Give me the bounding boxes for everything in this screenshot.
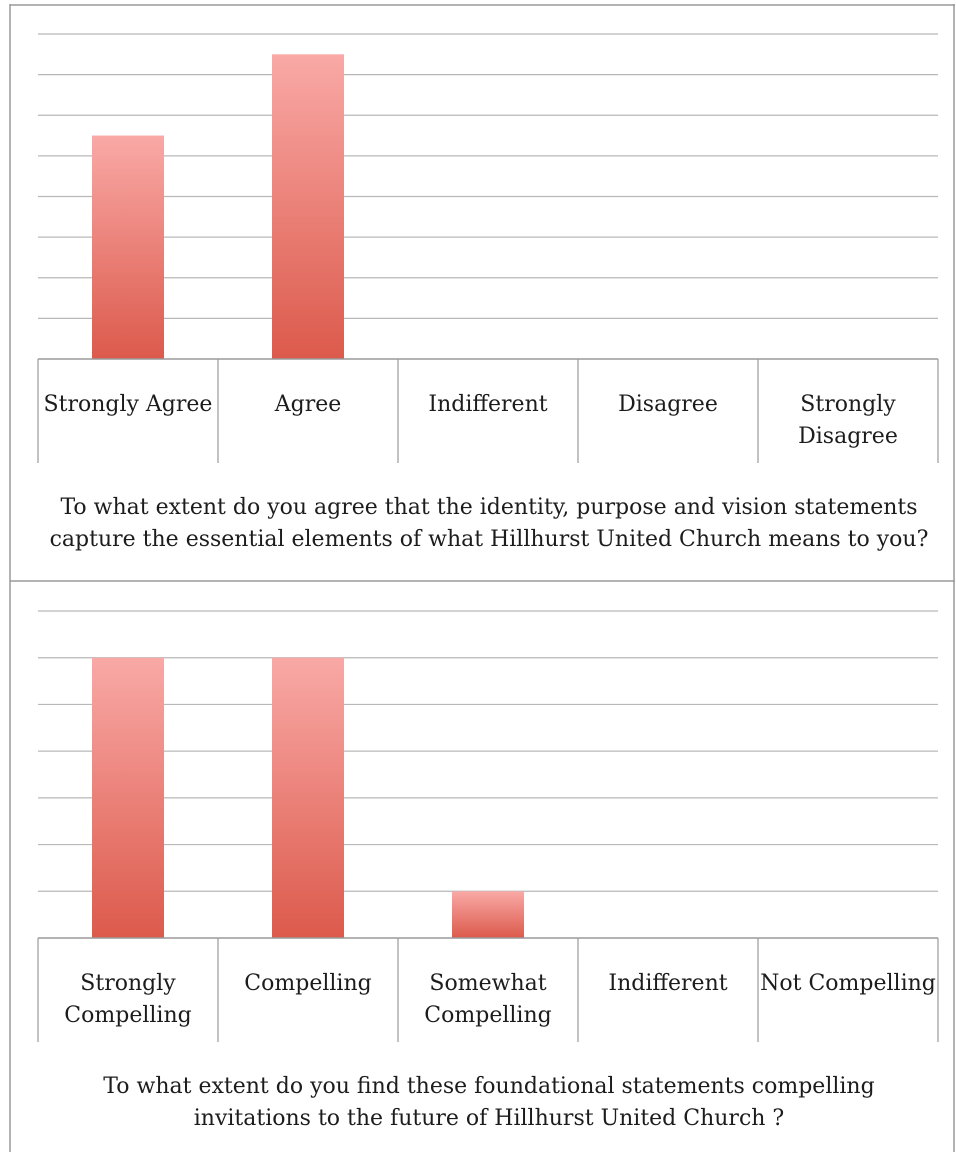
category-label: Agree (274, 392, 342, 417)
category-label: Compelling (244, 971, 371, 996)
category-label: Indifferent (608, 971, 727, 996)
chart-caption: To what extent do you find these foundat… (103, 1074, 874, 1131)
bar-strongly-agree (92, 135, 164, 359)
category-label: Disagree (618, 392, 718, 417)
bar-strongly-compelling (92, 657, 164, 938)
category-label: Indifferent (428, 392, 547, 417)
bar-compelling (272, 657, 344, 938)
category-label: Strongly Agree (44, 392, 213, 417)
chart-compelling: Strongly Compelling Compelling Somewhat Comp… (0, 578, 956, 1152)
category-label: Not Compelling (760, 971, 936, 996)
category-label: Strongly Compelling (64, 971, 191, 1028)
chart-agreement: Strongly Agree Agree Indifferent Disagree St… (9, 4, 955, 580)
category-label: Somewhat Compelling (424, 971, 551, 1028)
bar-agree (272, 54, 344, 359)
chart-compelling-svg: Strongly Compelling Compelling Somewhat Comp… (9, 580, 955, 1152)
chart-agreement-svg: Strongly Agree Agree Indifferent Disagree St… (9, 4, 955, 580)
bar-somewhat-compelling (452, 891, 524, 938)
chart-caption: To what extent do you agree that the ide… (50, 495, 929, 552)
category-label: Strongly Disagree (798, 392, 898, 449)
